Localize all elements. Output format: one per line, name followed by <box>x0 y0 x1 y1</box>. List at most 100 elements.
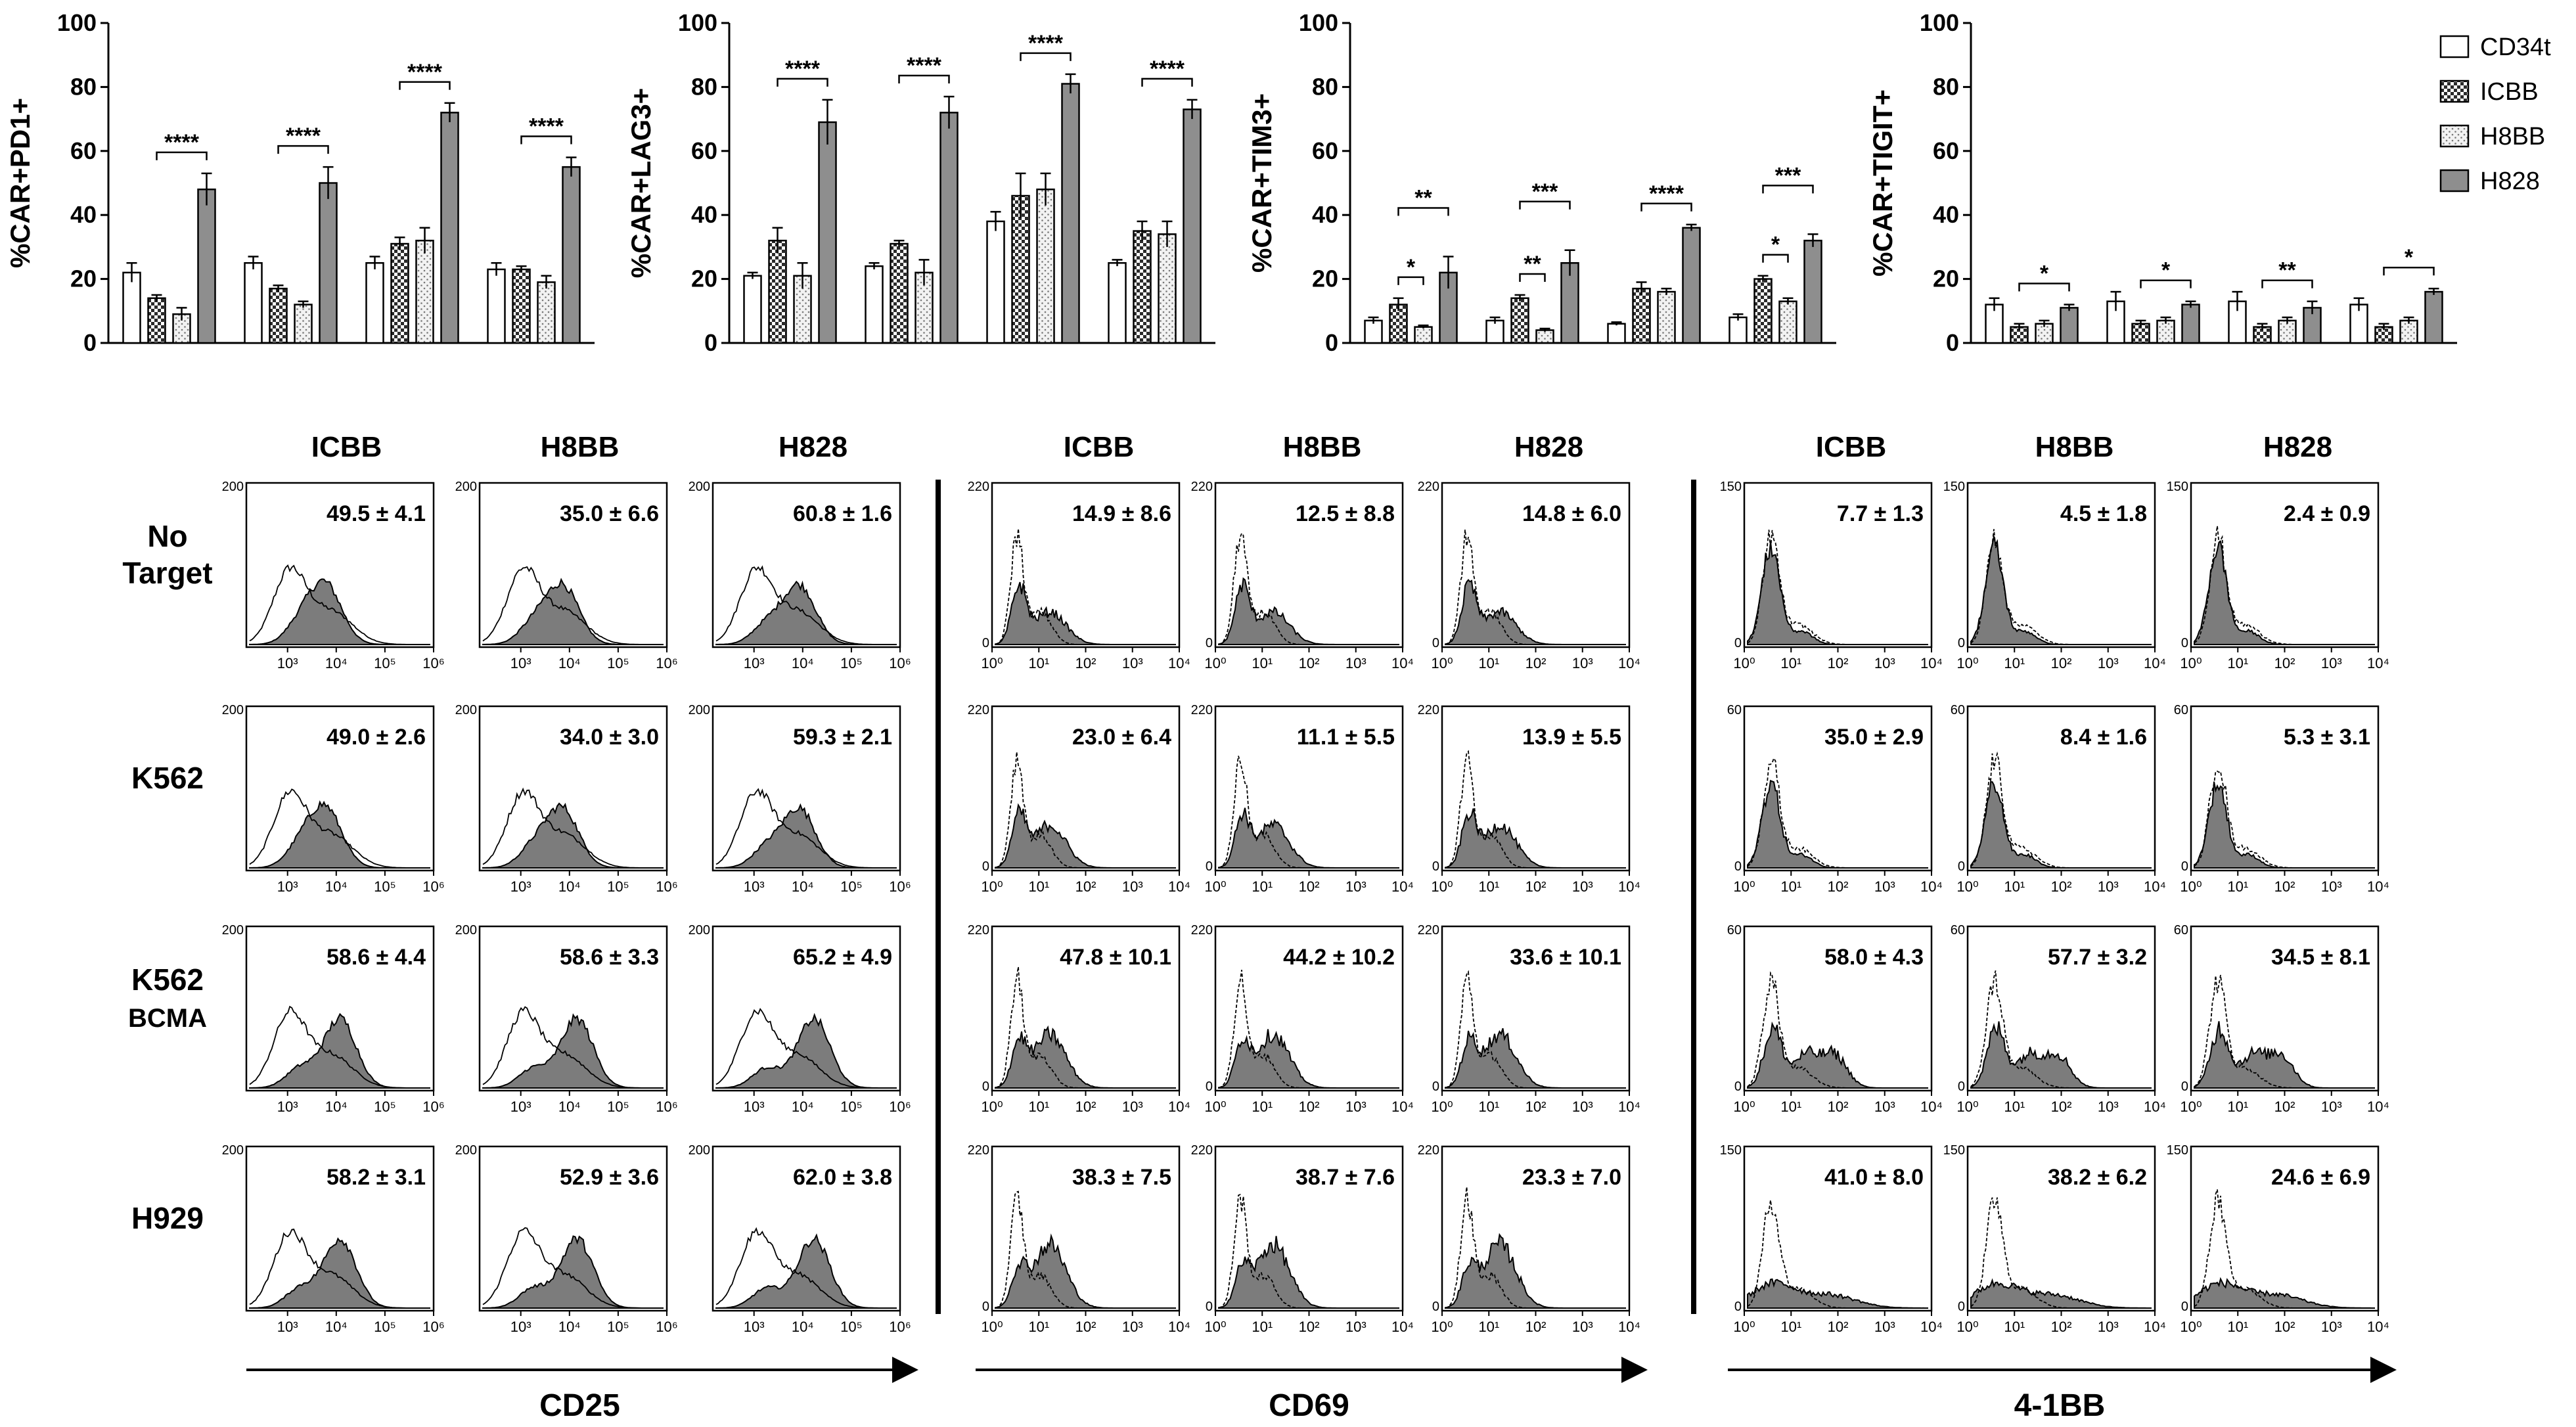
x-tick-label: 10⁶ <box>422 1099 445 1115</box>
significance-label: **** <box>286 124 321 148</box>
histogram-control <box>1218 532 1399 645</box>
x-tick-label: 10¹ <box>1780 1099 1801 1115</box>
bar-h828-1 <box>818 121 837 344</box>
x-tick-label: 10⁰ <box>1733 1099 1755 1115</box>
y-top-label: 220 <box>1191 480 1213 494</box>
x-tick-label: 10⁵ <box>607 655 629 671</box>
mfi-value: 38.3 ± 7.5 <box>1072 1165 1171 1190</box>
bar-icbb-4 <box>1753 278 1773 344</box>
histogram-cd69-r1-c3: 14.8 ± 6.0 220 0 10⁰ 10¹ 10² 10³ 10⁴ <box>1418 480 1640 671</box>
column-header: H828 <box>2263 431 2332 463</box>
x-tick-label: 10¹ <box>1478 1319 1499 1335</box>
x-tick-label: 10⁶ <box>656 878 678 895</box>
plot-frame <box>1214 482 1404 648</box>
x-tick-label: 10⁰ <box>2180 1319 2202 1335</box>
bar-h8bb-4 <box>537 281 556 344</box>
y-tick-label: 20 <box>1933 265 1959 292</box>
histogram-4-1bb-r3-c3: 34.5 ± 8.1 60 0 10⁰ 10¹ 10² 10³ 10⁴ <box>2174 923 2389 1115</box>
bar-h8bb-1 <box>1414 326 1433 344</box>
x-tick-label: 10² <box>1299 1319 1320 1335</box>
mfi-value: 34.5 ± 8.1 <box>2271 945 2370 970</box>
x-tick-label: 10⁴ <box>2144 1319 2166 1335</box>
bar-h828-2 <box>319 182 338 344</box>
bar-cd34t-2 <box>1485 319 1504 344</box>
mfi-value: 41.0 ± 8.0 <box>1824 1165 1924 1190</box>
y-top-label: 220 <box>1191 1143 1213 1158</box>
histogram-4-1bb-r1-c3: 2.4 ± 0.9 150 0 10⁰ 10¹ 10² 10³ 10⁴ <box>2167 480 2389 671</box>
y-zero-label: 0 <box>2181 1079 2188 1094</box>
mfi-value: 62.0 ± 3.8 <box>793 1165 892 1190</box>
histogram-control <box>2194 526 2375 645</box>
mfi-value: 57.7 ± 3.2 <box>2048 945 2147 970</box>
x-tick-label: 10¹ <box>2227 655 2248 671</box>
significance-label: **** <box>164 130 200 155</box>
histogram-cd69-r3-c1: 47.8 ± 10.1 220 0 10⁰ 10¹ 10² 10³ 10⁴ <box>968 923 1190 1115</box>
significance-bracket <box>2261 279 2313 288</box>
mfi-value: 49.5 ± 4.1 <box>327 501 426 526</box>
x-tick-label: 10⁵ <box>840 1099 863 1115</box>
mfi-value: 49.0 ± 2.6 <box>327 725 426 750</box>
x-tick-label: 10² <box>2051 1099 2072 1115</box>
x-tick-label: 10³ <box>744 1099 765 1115</box>
x-tick-label: 10⁴ <box>2144 655 2166 671</box>
y-top-label: 200 <box>689 923 710 938</box>
significance-bracket <box>2383 266 2435 276</box>
histogram-control <box>1747 530 1928 645</box>
histogram-4-1bb-r2-c1: 35.0 ± 2.9 60 0 10⁰ 10¹ 10² 10³ 10⁴ <box>1727 703 1943 895</box>
bar-icbb-2 <box>269 287 288 344</box>
x-tick-label: 10⁰ <box>981 1099 1003 1115</box>
x-tick-label: 10⁴ <box>558 655 581 671</box>
significance-label: **** <box>529 114 564 139</box>
histogram-control <box>249 788 430 869</box>
y-zero-label: 0 <box>1206 859 1213 874</box>
histogram-control <box>1747 971 1928 1089</box>
bar-h828-3 <box>1061 83 1080 344</box>
x-tick-label: 10³ <box>2321 1319 2342 1335</box>
x-tick-label: 10² <box>1828 1099 1849 1115</box>
bar-cd34t-4 <box>487 268 506 344</box>
x-tick-label: 10³ <box>2098 1099 2119 1115</box>
x-tick-label: 10³ <box>1874 1319 1895 1335</box>
x-tick-label: 10² <box>1075 1319 1096 1335</box>
histogram-control <box>249 564 430 645</box>
x-tick-label: 10³ <box>1345 1319 1367 1335</box>
significance-label: **** <box>907 53 942 78</box>
histogram-control <box>482 1006 664 1089</box>
x-tick-label: 10⁰ <box>2180 655 2202 671</box>
y-top-label: 220 <box>968 480 989 494</box>
histogram-control <box>2194 770 2375 869</box>
bar-cd34t-1 <box>122 271 141 344</box>
x-tick-label: 10⁶ <box>889 1099 911 1115</box>
x-tick-label: 10¹ <box>1478 1099 1499 1115</box>
histogram-control <box>1445 750 1626 869</box>
mfi-value: 58.0 ± 4.3 <box>1824 945 1924 970</box>
x-tick-label: 10⁰ <box>1956 1319 1978 1335</box>
x-tick-label: 10⁶ <box>889 878 911 895</box>
y-top-label: 220 <box>1418 1143 1439 1158</box>
y-zero-label: 0 <box>1432 1079 1439 1094</box>
x-tick-label: 10⁵ <box>374 1319 396 1335</box>
x-tick-label: 10⁴ <box>1168 1319 1190 1335</box>
row-label: K562 <box>131 761 204 795</box>
x-tick-label: 10⁵ <box>840 655 863 671</box>
significance-label: * <box>2161 258 2171 283</box>
histogram-control <box>1445 970 1626 1089</box>
mfi-value: 35.0 ± 2.9 <box>1824 725 1924 750</box>
x-tick-label: 10⁴ <box>325 655 348 671</box>
x-tick-label: 10¹ <box>1478 655 1499 671</box>
bar-icbb-1 <box>147 297 166 344</box>
x-tick-label: 10⁵ <box>607 1099 629 1115</box>
mfi-value: 33.6 ± 10.1 <box>1510 945 1621 970</box>
x-tick-label: 10² <box>1525 1099 1547 1115</box>
x-tick-label: 10⁰ <box>1733 1319 1755 1335</box>
histogram-control <box>715 1007 897 1089</box>
significance-bracket <box>898 74 950 84</box>
x-tick-label: 10² <box>2274 878 2295 895</box>
x-tick-label: 10³ <box>277 878 298 895</box>
bar-h8bb-2 <box>2156 319 2175 344</box>
y-tick-label: 40 <box>1933 201 1959 228</box>
column-header: ICBB <box>311 431 382 463</box>
y-top-label: 220 <box>1418 480 1439 494</box>
bar-h828-3 <box>1682 227 1701 344</box>
bar-icbb-4 <box>512 268 531 344</box>
